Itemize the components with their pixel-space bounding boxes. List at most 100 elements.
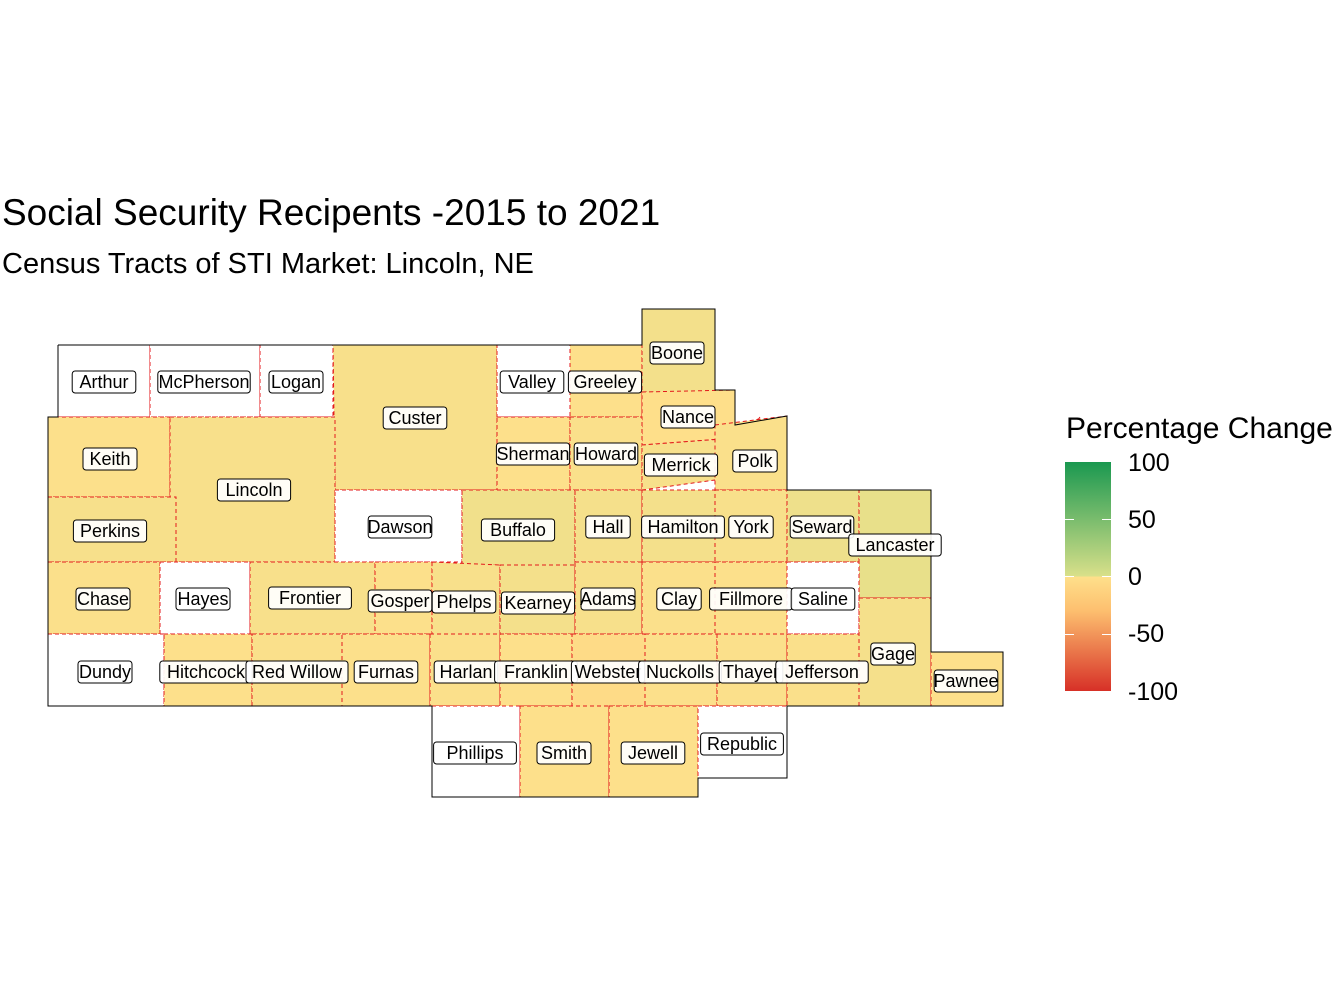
county-label-box [75,587,131,611]
county-label: Dawson [367,517,432,537]
county-label: Smith [541,743,587,763]
county-label-box [82,447,138,471]
county-label: York [733,517,769,537]
legend-title: Percentage Change [1066,412,1333,445]
county-label: Hamilton [647,517,718,537]
county-label: Gosper [370,591,429,611]
county-label: Saline [798,589,848,609]
county-label-box [620,741,686,765]
county-label: Greeley [573,372,636,392]
county-label: Logan [271,372,321,392]
county-label: McPherson [158,372,249,392]
county-label-box [72,519,148,543]
county-label-box [500,591,576,615]
county-label-box [77,660,133,684]
county-label: Howard [575,444,637,464]
county-label-box [157,370,251,394]
county-label-box [573,442,639,466]
county-label: Phelps [436,592,491,612]
county-label-box [580,587,636,611]
county-label-box [789,515,855,539]
county-label-box [353,660,419,684]
legend-tick-label: 0 [1128,563,1142,591]
county-label-box [649,341,705,365]
county-label: Keith [89,449,130,469]
legend-tick-label: 50 [1128,506,1156,534]
county-label-box [567,370,643,394]
county-label: Seward [791,517,852,537]
county-label: Gage [871,644,915,664]
legend-tickmark [1102,519,1111,520]
county-label-box [175,587,231,611]
county-label-box [848,533,942,557]
county-label-box [643,453,719,477]
county-label-box [382,406,448,430]
county-label-box [585,515,631,539]
county-label: Franklin [504,662,568,682]
legend-tickmark [1065,576,1074,577]
county-label-box [775,660,869,684]
county-label: Clay [661,589,697,609]
county-label-box [216,478,292,502]
county-label: Polk [737,451,773,471]
county-label: Furnas [358,662,414,682]
county-label-box [641,515,725,539]
county-label-box [933,669,999,693]
county-label-box [71,370,137,394]
legend-tickmark [1065,634,1074,635]
county-label-box [728,515,774,539]
county-label: Red Willow [252,662,343,682]
legend-tick-label: 100 [1128,449,1170,477]
county-label: Frontier [279,588,341,608]
county-label: Kearney [504,593,571,613]
county-label: Arthur [79,372,128,392]
county-label: Jefferson [785,662,859,682]
county-label: Fillmore [719,589,783,609]
county-label-box [367,515,433,539]
county-label: Webster [575,662,642,682]
chart-title: Social Security Recipents -2015 to 2021 [2,192,661,233]
legend-tickmark [1102,634,1111,635]
county-label: Boone [651,343,703,363]
county-label: Hall [592,517,623,537]
county-label: Adams [580,589,636,609]
county-label-box [732,449,778,473]
county-label-box [660,405,716,429]
county-label: Phillips [446,743,503,763]
legend-tick-label: -50 [1128,620,1165,648]
county-label-box [700,732,784,756]
county-label: Perkins [80,521,140,541]
legend-tickmark [1102,576,1111,577]
county-label-box [431,590,497,614]
county-label-box [268,370,324,394]
legend-tick-label: -100 [1128,678,1179,706]
county-label: Nance [662,407,714,427]
county-label-box [245,660,349,684]
county-label: Lincoln [225,480,282,500]
county-label-box [656,587,702,611]
county-label-box [870,642,916,666]
county-label: Republic [707,734,777,754]
county-label: Harlan [439,662,492,682]
chart-subtitle: Census Tracts of STI Market: Lincoln, NE [2,248,534,280]
county-label-box [480,518,556,542]
county-label: Custer [388,408,441,428]
county-label: Sherman [496,444,569,464]
county-label-box [790,587,856,611]
county-label: Chase [77,589,129,609]
county-label: Nuckolls [646,662,714,682]
county-label: Thayer [723,662,779,682]
county-label: Valley [508,372,556,392]
county-label: Pawnee [933,671,998,691]
county-label-box [499,370,565,394]
county-label: Buffalo [490,520,546,540]
county-label: Dundy [79,662,131,682]
county-label-box [268,586,352,610]
county-label: Hitchcock [167,662,246,682]
county-label-box [495,442,571,466]
legend-tickmark [1065,519,1074,520]
market-outline [47,308,1004,798]
county-label: Merrick [652,455,712,475]
county-label-box [536,741,592,765]
